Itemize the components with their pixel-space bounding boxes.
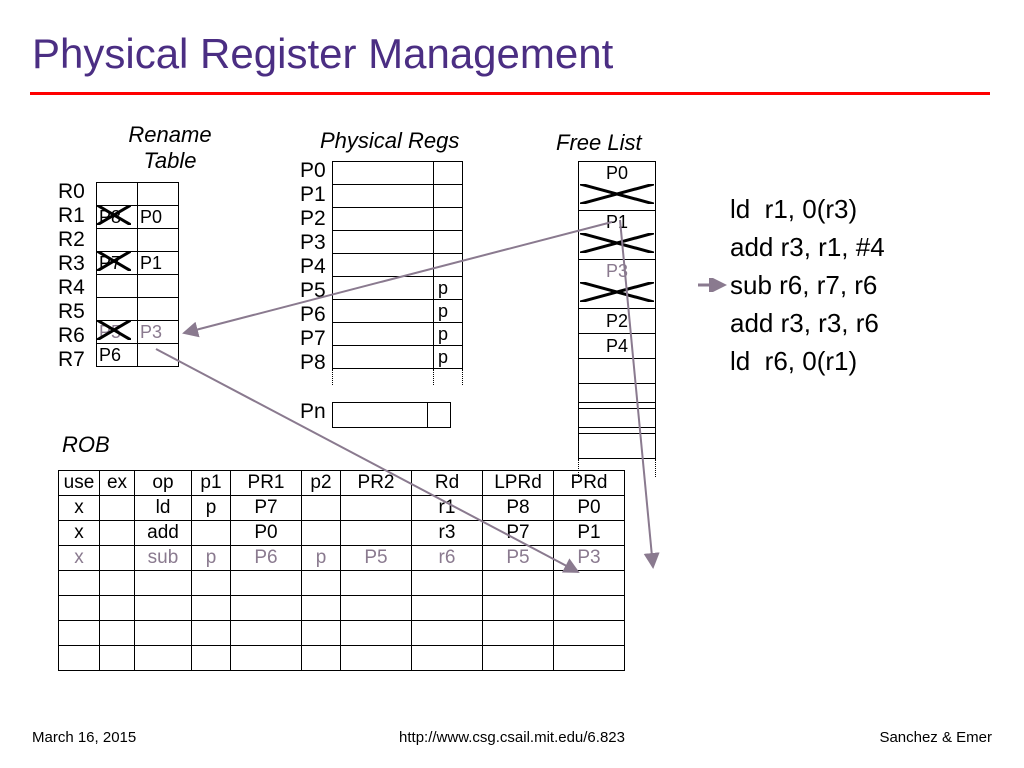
rob-header: ROB	[62, 432, 110, 458]
physical-labels: P0P1P2P3P4P5P6P7P8	[300, 159, 326, 375]
arrow-icon	[698, 278, 728, 292]
rob-table: useexopp1PR1p2PR2RdLPRdPRdxldpP7r1P8P0xa…	[58, 470, 625, 671]
pn-label: Pn	[300, 400, 326, 424]
footer-authors: Sanchez & Emer	[879, 729, 992, 746]
title-rule	[30, 92, 990, 95]
rename-labels: R0R1R2R3R4R5R6R7	[58, 180, 85, 372]
physical-table: pppp	[332, 161, 463, 385]
freelist-table: P0P1P3P2P4	[578, 161, 656, 477]
page-title: Physical Register Management	[32, 30, 613, 78]
physical-header: Physical Regs	[320, 128, 459, 154]
footer-url: http://www.csg.csail.mit.edu/6.823	[0, 729, 1024, 746]
rename-header: Rename Table	[110, 122, 230, 174]
physical-pn-row	[332, 402, 451, 428]
rename-table: P8P0P7P1P5P3P6	[96, 182, 179, 367]
freelist-pn-row	[578, 402, 656, 428]
instruction-list: ld r1, 0(r3)add r3, r1, #4sub r6, r7, r6…	[730, 190, 885, 380]
freelist-header: Free List	[556, 130, 642, 156]
